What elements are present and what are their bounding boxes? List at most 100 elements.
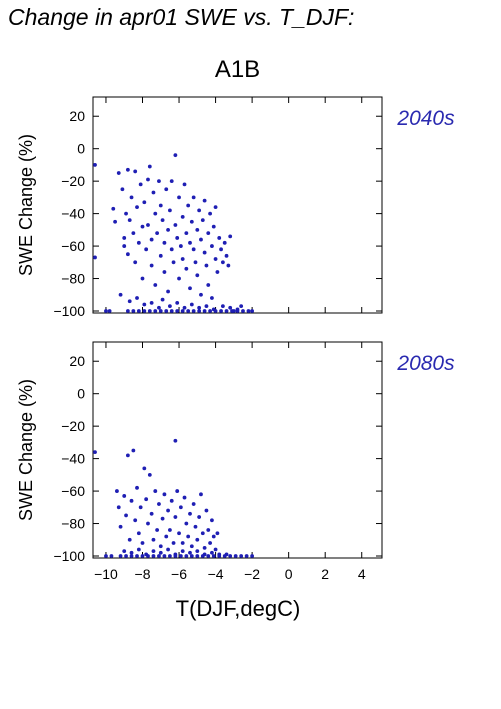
data-point	[211, 554, 216, 558]
data-point	[140, 554, 145, 558]
data-point	[125, 252, 130, 257]
data-point	[188, 550, 192, 555]
data-point	[129, 195, 134, 200]
data-point	[233, 554, 238, 558]
plot-frame	[92, 96, 383, 314]
data-point	[246, 309, 251, 313]
y-tick-label: 0	[77, 386, 85, 402]
data-point	[215, 270, 220, 274]
data-point	[195, 537, 200, 542]
data-point	[168, 304, 172, 309]
data-point	[182, 182, 187, 187]
x-tick-label: −6	[171, 566, 187, 582]
data-point	[197, 208, 202, 213]
data-point	[199, 492, 203, 497]
y-tick-label: −100	[53, 548, 85, 564]
data-point	[191, 247, 196, 252]
data-point	[210, 244, 214, 248]
data-point	[166, 508, 170, 513]
data-point	[125, 309, 130, 313]
data-point	[129, 550, 134, 555]
x-tick-label: 4	[358, 566, 366, 582]
data-point	[158, 203, 163, 208]
data-point	[182, 495, 187, 500]
data-point	[122, 236, 127, 240]
data-point	[171, 541, 176, 545]
data-point	[193, 524, 198, 529]
data-point	[149, 237, 154, 242]
data-point	[158, 309, 163, 313]
data-point	[184, 231, 189, 235]
x-tick-label: −8	[135, 566, 151, 582]
data-point	[224, 253, 229, 258]
data-point	[197, 305, 202, 310]
y-tick-label: −80	[61, 516, 85, 532]
data-point	[118, 524, 123, 529]
data-point	[131, 309, 136, 313]
data-point	[195, 227, 200, 232]
data-point	[191, 195, 196, 200]
panel-label: 2040s	[396, 107, 455, 130]
data-point	[210, 550, 214, 555]
data-point	[244, 554, 249, 558]
data-point	[168, 208, 172, 213]
data-point	[151, 554, 156, 558]
data-point	[115, 489, 119, 493]
data-point	[202, 250, 207, 255]
data-point	[122, 244, 127, 248]
data-point	[215, 531, 220, 536]
data-point	[131, 231, 136, 235]
data-point	[241, 309, 245, 313]
y-tick-label: −80	[61, 271, 85, 287]
data-point	[124, 211, 128, 216]
data-point	[146, 554, 150, 558]
data-point	[177, 276, 181, 281]
plot-frame	[92, 341, 383, 559]
data-point	[142, 200, 147, 205]
data-point	[211, 534, 216, 539]
data-point	[180, 541, 185, 545]
data-point	[210, 296, 214, 300]
data-point	[184, 521, 189, 526]
data-point	[136, 240, 141, 245]
data-point	[178, 505, 183, 510]
data-point	[93, 255, 97, 260]
data-point	[191, 502, 196, 506]
data-point	[147, 164, 152, 169]
data-point	[146, 223, 150, 227]
data-point	[178, 244, 183, 248]
data-point	[206, 231, 211, 235]
data-point	[177, 531, 181, 536]
data-point	[93, 163, 97, 167]
data-point	[162, 492, 167, 497]
data-point	[162, 554, 167, 558]
y-axis-label: SWE Change (%)	[16, 379, 36, 521]
data-point	[213, 547, 218, 552]
data-point	[122, 494, 127, 498]
data-point	[127, 537, 132, 542]
data-point	[131, 448, 136, 453]
data-point	[208, 541, 212, 545]
data-point	[195, 273, 200, 278]
data-point	[133, 518, 138, 523]
data-point	[118, 554, 123, 558]
data-point	[197, 309, 202, 313]
data-point	[144, 247, 149, 252]
data-point	[111, 206, 116, 211]
data-point	[173, 438, 178, 443]
data-point	[180, 549, 185, 554]
data-point	[186, 203, 191, 208]
data-point	[182, 305, 187, 310]
y-tick-label: −40	[61, 206, 85, 222]
data-point	[197, 515, 202, 519]
data-point	[169, 179, 174, 184]
data-point	[144, 497, 149, 502]
data-point	[189, 544, 194, 549]
data-point	[184, 266, 189, 271]
data-point	[250, 554, 255, 558]
data-point	[142, 302, 147, 307]
data-point	[162, 270, 167, 274]
data-point	[175, 489, 180, 493]
data-point	[109, 554, 114, 558]
